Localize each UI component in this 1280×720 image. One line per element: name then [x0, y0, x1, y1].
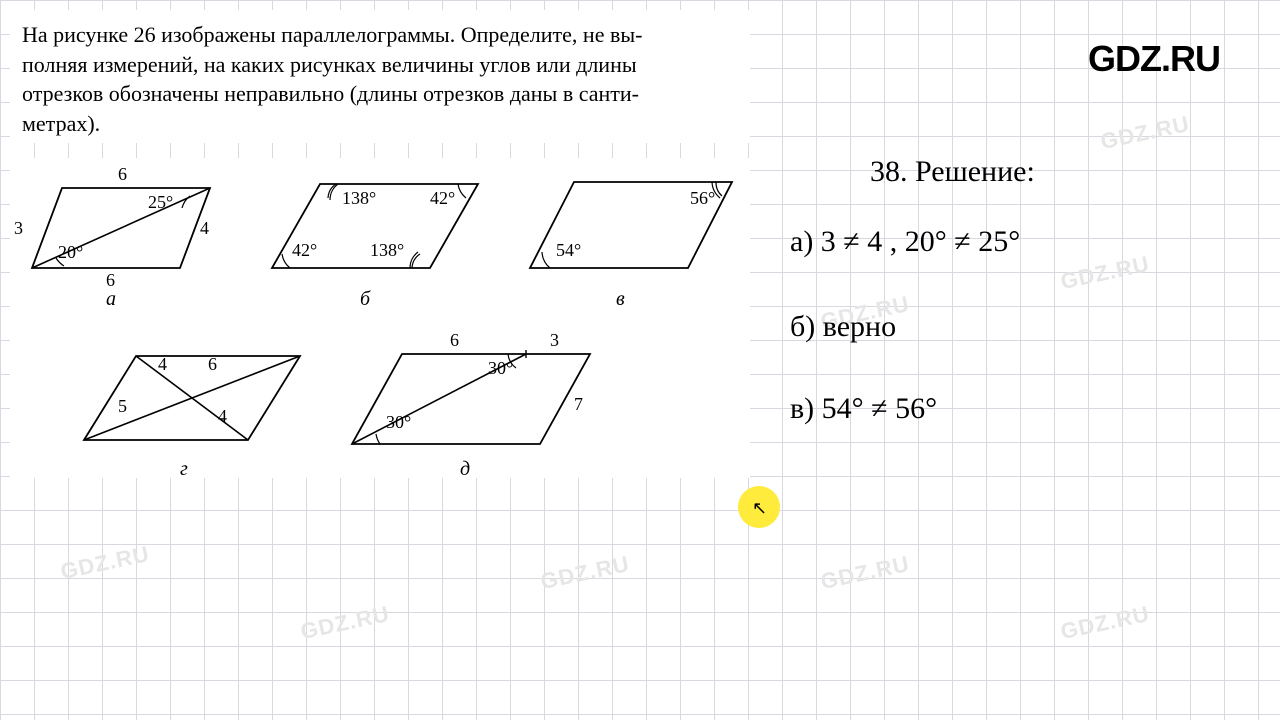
diagram-g: [70, 328, 310, 468]
solution-title: 38. Решение:: [870, 155, 1035, 188]
label-g-tl: 4: [158, 354, 167, 375]
problem-text: На рисунке 26 изображены параллелограммы…: [22, 20, 738, 139]
diagrams-panel: 6 3 4 6 25° 20° а 138° 42° 42° 138° б 56…: [10, 158, 750, 478]
diagram-d: [340, 328, 600, 468]
solution-line-a: а) 3 ≠ 4 , 20° ≠ 25°: [790, 225, 1020, 258]
label-b-br: 138°: [370, 240, 404, 261]
label-a-angle-bot: 20°: [58, 242, 83, 263]
label-a-left: 3: [14, 218, 23, 239]
site-logo: GDZ.RU: [1088, 38, 1220, 80]
label-g-br: 4: [218, 406, 227, 427]
label-b-tr: 42°: [430, 188, 455, 209]
solution-line-v: в) 54° ≠ 56°: [790, 392, 937, 425]
problem-statement: На рисунке 26 изображены параллелограммы…: [10, 10, 750, 143]
label-b-bl: 42°: [292, 240, 317, 261]
diagram-b: [260, 158, 490, 298]
label-v-bl: 54°: [556, 240, 581, 261]
diagram-b-label: б: [360, 288, 370, 311]
label-b-tl: 138°: [342, 188, 376, 209]
label-g-bl: 5: [118, 396, 127, 417]
label-d-top-right: 3: [550, 330, 559, 351]
label-v-tr: 56°: [690, 188, 715, 209]
diagram-v-label: в: [616, 288, 625, 311]
label-g-tr: 6: [208, 354, 217, 375]
diagram-a-label: а: [106, 288, 116, 311]
diagram-g-label: г: [180, 458, 188, 481]
diagram-v: [520, 158, 740, 298]
cursor-icon: ↖: [752, 498, 767, 519]
label-d-angle-bot: 30°: [386, 412, 411, 433]
label-d-top-left: 6: [450, 330, 459, 351]
label-a-top: 6: [118, 164, 127, 185]
diagram-d-label: д: [460, 458, 470, 481]
label-a-angle-top: 25°: [148, 192, 173, 213]
label-d-angle-top: 30°: [488, 358, 513, 379]
label-d-right: 7: [574, 394, 583, 415]
solution-line-b: б) верно: [790, 310, 896, 343]
label-a-right: 4: [200, 218, 209, 239]
